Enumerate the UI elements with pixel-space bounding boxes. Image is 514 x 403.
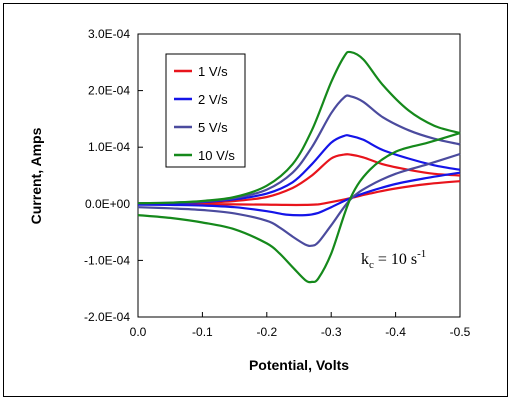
legend-box [165, 53, 246, 168]
legend-label-2-v-s: 2 V/s [198, 92, 228, 107]
legend-label-1-v-s: 1 V/s [198, 64, 228, 79]
series-line-10-v-s-reverse [137, 132, 461, 284]
x-tick-label: -0.1 [192, 325, 213, 339]
series-line-2-v-s-reverse [137, 171, 461, 217]
x-tick-label: -0.2 [256, 325, 277, 339]
x-tick-label: 0.0 [130, 325, 147, 339]
y-tick-label: 2.0E-04 [88, 84, 130, 98]
y-tick-label: -1.0E-04 [84, 253, 130, 267]
x-axis-title: Potential, Volts [249, 357, 349, 373]
series-line-5-v-s-reverse [137, 152, 461, 248]
legend-label-10-v-s: 10 V/s [198, 148, 235, 163]
series-line-10-v-s-forward [137, 50, 461, 205]
x-tick-label: -0.4 [385, 325, 406, 339]
rate-constant-annotation: kc = 10 s-1 [361, 248, 426, 271]
series-layer [137, 50, 461, 284]
x-tick-label: -0.3 [321, 325, 342, 339]
legend: 1 V/s 2 V/s 5 V/s 10 V/s [165, 53, 246, 168]
y-tick-label: 1.0E-04 [88, 140, 130, 154]
cv-chart: -2.0E-04 -1.0E-04 0.0E+00 1.0E-04 2.0E-04 3.0… [28, 27, 471, 373]
chart-frame: -2.0E-04 -1.0E-04 0.0E+00 1.0E-04 2.0E-04 3.0… [3, 3, 508, 397]
x-tick-label: -0.5 [450, 325, 471, 339]
y-axis-title: Current, Amps [28, 127, 44, 224]
y-tick-label: 3.0E-04 [88, 27, 130, 41]
series-line-1-v-s-reverse [138, 180, 461, 207]
y-tick-label: 0.0E+00 [85, 197, 130, 211]
y-tick-label: -2.0E-04 [84, 310, 130, 324]
legend-label-5-v-s: 5 V/s [198, 120, 228, 135]
ticks-layer: -2.0E-04 -1.0E-04 0.0E+00 1.0E-04 2.0E-04 3.0… [84, 27, 471, 339]
